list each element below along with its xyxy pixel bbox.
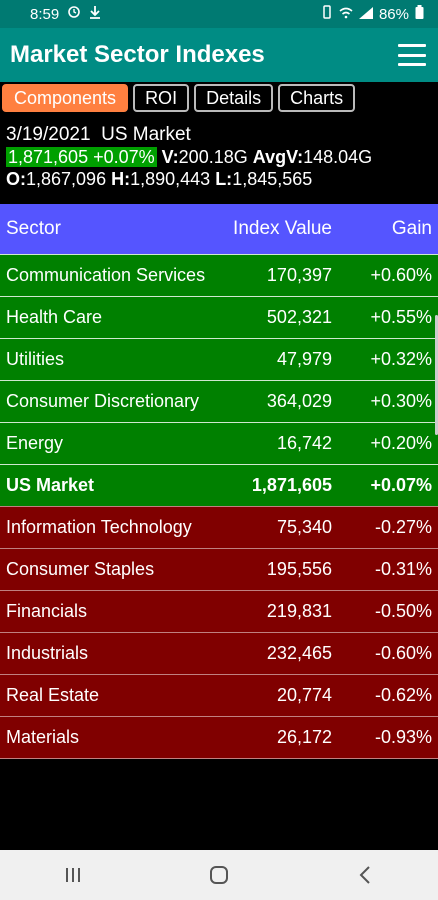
menu-icon[interactable] — [398, 44, 426, 66]
row-gain: -0.31% — [374, 559, 432, 579]
tab-charts[interactable]: Charts — [278, 84, 356, 112]
row-gain: +0.32% — [370, 349, 432, 369]
table-divider — [0, 758, 438, 759]
summary-value-change: 1,871,605 +0.07% — [6, 147, 157, 167]
row-sector: Consumer Discretionary — [6, 391, 200, 411]
tab-components[interactable]: Components — [2, 84, 129, 112]
table-row[interactable]: Materials 26,172 -0.93% — [0, 716, 438, 758]
row-sector: Health Care — [6, 307, 103, 327]
row-gain: +0.60% — [370, 265, 432, 285]
row-value: 20,774 — [276, 685, 332, 705]
header-sector[interactable]: Sector — [6, 218, 61, 239]
row-value: 232,465 — [266, 643, 332, 663]
row-sector: US Market — [6, 475, 95, 495]
header-index-value[interactable]: Index Value — [233, 218, 332, 239]
tab-bar: Components ROI Details Charts — [0, 84, 356, 114]
volume-value: 200.18G — [178, 147, 248, 167]
low-value: 1,845,565 — [232, 169, 313, 189]
table-row[interactable]: Communication Services 170,397 +0.60% — [0, 254, 438, 296]
row-gain: +0.30% — [370, 391, 432, 411]
row-value: 195,556 — [266, 559, 332, 579]
home-icon — [210, 866, 228, 884]
wifi-icon — [339, 6, 353, 23]
low-label: L: — [215, 169, 233, 189]
app-bar: Market Sector Indexes — [0, 28, 438, 82]
table-row[interactable]: Health Care 502,321 +0.55% — [0, 296, 438, 338]
row-value: 502,321 — [266, 307, 332, 327]
row-sector: Consumer Staples — [6, 559, 155, 579]
open-value: 1,867,096 — [26, 169, 107, 189]
summary-date: 3/19/2021 — [6, 124, 91, 145]
table-header: Sector Index Value Gain — [0, 204, 438, 254]
row-gain: -0.93% — [374, 727, 432, 747]
sync-icon — [67, 5, 81, 23]
scrollbar[interactable] — [435, 315, 438, 435]
market-summary: 3/19/2021 US Market 1,871,605 +0.07% V:2… — [6, 124, 372, 190]
table-row[interactable]: Utilities 47,979 +0.32% — [0, 338, 438, 380]
table-row[interactable]: Information Technology 75,340 -0.27% — [0, 506, 438, 548]
sector-table: Sector Index Value Gain Communication Se… — [0, 204, 438, 759]
open-label: O: — [6, 169, 26, 189]
row-value: 47,979 — [276, 349, 332, 369]
table-row[interactable]: Energy 16,742 +0.20% — [0, 422, 438, 464]
table-row[interactable]: Industrials 232,465 -0.60% — [0, 632, 438, 674]
avgv-value: 148.04G — [303, 147, 373, 167]
recent-apps-button[interactable] — [43, 855, 103, 895]
row-value: 364,029 — [266, 391, 332, 411]
row-sector: Industrials — [6, 643, 89, 663]
row-sector: Materials — [6, 727, 80, 747]
row-gain: -0.62% — [374, 685, 432, 705]
row-value: 1,871,605 — [251, 475, 332, 495]
row-value: 219,831 — [266, 601, 332, 621]
back-button[interactable] — [335, 855, 395, 895]
row-gain: -0.27% — [374, 517, 432, 537]
app-title: Market Sector Indexes — [10, 41, 265, 68]
avgv-label: AvgV: — [252, 147, 304, 167]
vibrate-icon — [321, 5, 333, 23]
row-sector: Energy — [6, 433, 64, 453]
row-value: 75,340 — [276, 517, 332, 537]
row-gain: +0.20% — [370, 433, 432, 453]
system-nav-bar — [0, 850, 438, 900]
signal-icon — [358, 6, 373, 23]
row-gain: +0.55% — [370, 307, 432, 327]
recent-apps-icon — [66, 868, 80, 882]
row-gain: -0.50% — [374, 601, 432, 621]
row-gain: -0.60% — [374, 643, 432, 663]
row-value: 170,397 — [266, 265, 332, 285]
home-button[interactable] — [189, 855, 249, 895]
table-row[interactable]: Financials 219,831 -0.50% — [0, 590, 438, 632]
row-sector: Real Estate — [6, 685, 100, 705]
high-value: 1,890,443 — [130, 169, 211, 189]
row-sector: Communication Services — [6, 265, 206, 285]
table-row[interactable]: Real Estate 20,774 -0.62% — [0, 674, 438, 716]
header-gain[interactable]: Gain — [391, 218, 432, 239]
download-icon — [89, 5, 101, 23]
row-sector: Utilities — [6, 349, 65, 369]
row-value: 26,172 — [276, 727, 332, 747]
volume-label: V: — [161, 147, 179, 167]
high-label: H: — [111, 169, 131, 189]
row-value: 16,742 — [276, 433, 332, 453]
battery-percent: 86% — [378, 5, 409, 23]
row-gain: +0.07% — [370, 475, 432, 495]
table-row[interactable]: Consumer Discretionary 364,029 +0.30% — [0, 380, 438, 422]
table-row[interactable]: Consumer Staples 195,556 -0.31% — [0, 548, 438, 590]
row-sector: Financials — [6, 601, 88, 621]
row-sector: Information Technology — [6, 517, 192, 537]
back-icon — [359, 866, 370, 884]
battery-icon — [415, 5, 424, 23]
tab-details[interactable]: Details — [194, 84, 274, 112]
table-row-market-total[interactable]: US Market 1,871,605 +0.07% — [0, 464, 438, 506]
status-time: 8:59 — [30, 5, 60, 23]
tab-roi[interactable]: ROI — [133, 84, 190, 112]
summary-market: US Market — [101, 124, 191, 145]
status-bar: 8:59 86% — [0, 0, 438, 28]
